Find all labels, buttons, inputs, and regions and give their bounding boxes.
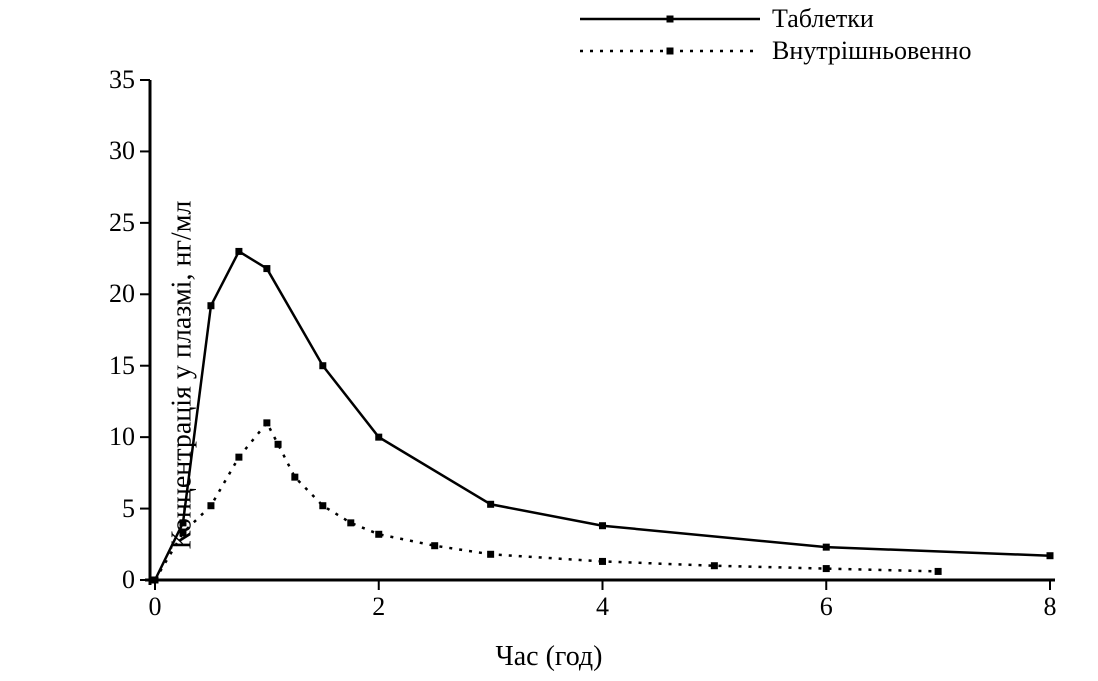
series-marker-iv (275, 441, 282, 448)
y-tick-label: 30 (95, 136, 135, 166)
series-marker-iv (235, 454, 242, 461)
y-tick-label: 20 (95, 279, 135, 309)
series-marker-iv (711, 562, 718, 569)
series-marker-tablets (1047, 552, 1054, 559)
series-marker-iv (935, 568, 942, 575)
series-marker-iv (599, 558, 606, 565)
x-tick-label: 2 (364, 592, 394, 622)
series-marker-iv (291, 474, 298, 481)
series-marker-tablets (235, 248, 242, 255)
x-tick-label: 0 (140, 592, 170, 622)
x-axis-label: Час (год) (496, 641, 603, 673)
chart-svg (100, 70, 1060, 610)
y-tick-label: 15 (95, 351, 135, 381)
x-tick-label: 8 (1035, 592, 1065, 622)
series-marker-iv (375, 531, 382, 538)
legend-label: Внутрішньовенно (772, 36, 971, 66)
series-marker-tablets (375, 434, 382, 441)
series-marker-iv (319, 502, 326, 509)
plot-area (100, 70, 1060, 610)
series-marker-iv (179, 529, 186, 536)
series-marker-tablets (823, 544, 830, 551)
legend-line-sample (580, 9, 760, 29)
y-tick-label: 10 (95, 422, 135, 452)
chart-container: ТаблеткиВнутрішньовенно Концентрація у п… (0, 0, 1098, 681)
series-marker-iv (431, 542, 438, 549)
series-marker-tablets (599, 522, 606, 529)
series-line-tablets (155, 251, 1050, 580)
series-marker-tablets (207, 302, 214, 309)
y-tick-label: 35 (95, 65, 135, 95)
series-marker-tablets (487, 501, 494, 508)
legend-item-iv: Внутрішньовенно (580, 36, 971, 66)
y-tick-label: 25 (95, 208, 135, 238)
legend: ТаблеткиВнутрішньовенно (580, 4, 971, 68)
legend-label: Таблетки (772, 4, 874, 34)
series-marker-tablets (179, 519, 186, 526)
x-tick-label: 4 (588, 592, 618, 622)
legend-item-tablets: Таблетки (580, 4, 971, 34)
series-marker-iv (207, 502, 214, 509)
series-line-iv (155, 423, 938, 580)
series-marker-tablets (319, 362, 326, 369)
series-marker-tablets (263, 265, 270, 272)
series-marker-iv (347, 519, 354, 526)
x-tick-label: 6 (811, 592, 841, 622)
y-tick-label: 5 (95, 494, 135, 524)
series-marker-iv (823, 565, 830, 572)
series-marker-iv (152, 577, 159, 584)
y-tick-label: 0 (95, 565, 135, 595)
legend-line-sample (580, 41, 760, 61)
series-marker-iv (487, 551, 494, 558)
series-marker-iv (263, 419, 270, 426)
